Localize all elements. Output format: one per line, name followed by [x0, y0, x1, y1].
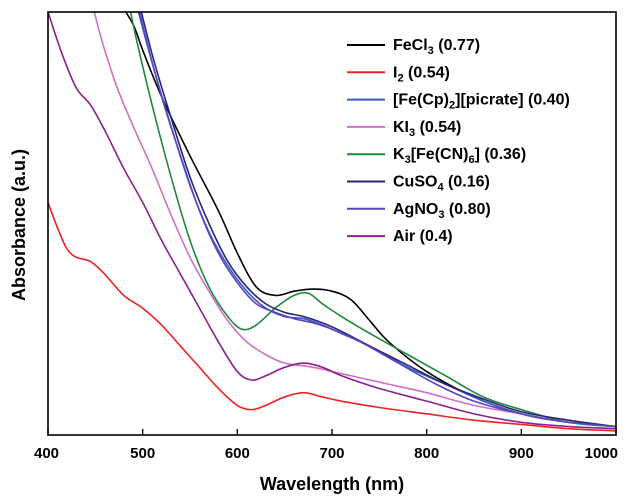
series-lines — [48, 12, 616, 432]
x-tick-label: 500 — [130, 445, 155, 462]
legend-label: AgNO3 (0.80) — [393, 201, 491, 221]
series-line-0 — [124, 12, 616, 428]
legend-label: [Fe(Cp)2][picrate] (0.40) — [393, 92, 570, 112]
legend-label: K3[Fe(CN)6] (0.36) — [393, 146, 526, 166]
series-line-2 — [137, 12, 616, 428]
series-line-7 — [48, 12, 616, 430]
legend-item-3: KI3 (0.54) — [347, 119, 461, 139]
x-axis-title: Wavelength (nm) — [260, 474, 404, 494]
legend-label: CuSO4 (0.16) — [393, 174, 490, 194]
series-line-1 — [48, 201, 616, 432]
x-tick-label: 800 — [414, 445, 439, 462]
legend-item-6: AgNO3 (0.80) — [347, 201, 491, 221]
legend-label: Air (0.4) — [393, 228, 453, 245]
x-tick-label: 1000 — [585, 445, 618, 462]
legend-label: KI3 (0.54) — [393, 119, 461, 139]
y-axis-title: Absorbance (a.u.) — [9, 149, 29, 301]
x-axis-ticks: 400 500 600 700 800 900 1000 — [34, 429, 618, 462]
legend-label: FeCl3 (0.77) — [393, 37, 480, 57]
legend-label: I2 (0.54) — [393, 64, 450, 84]
legend-item-5: CuSO4 (0.16) — [347, 174, 490, 194]
series-line-3 — [93, 12, 616, 428]
series-line-5 — [140, 12, 616, 428]
x-tick-label: 600 — [225, 445, 250, 462]
legend: FeCl3 (0.77) I2 (0.54) [Fe(Cp)2][picrate] … — [347, 37, 570, 245]
x-tick-label: 900 — [509, 445, 534, 462]
legend-item-2: [Fe(Cp)2][picrate] (0.40) — [347, 92, 570, 112]
legend-item-7: Air (0.4) — [347, 228, 453, 245]
legend-item-4: K3[Fe(CN)6] (0.36) — [347, 146, 526, 166]
series-line-4 — [129, 12, 616, 428]
x-tick-label: 700 — [319, 445, 344, 462]
x-tick-label: 400 — [34, 445, 59, 462]
legend-item-1: I2 (0.54) — [347, 64, 450, 84]
series-line-6 — [138, 12, 616, 428]
legend-item-0: FeCl3 (0.77) — [347, 37, 480, 57]
